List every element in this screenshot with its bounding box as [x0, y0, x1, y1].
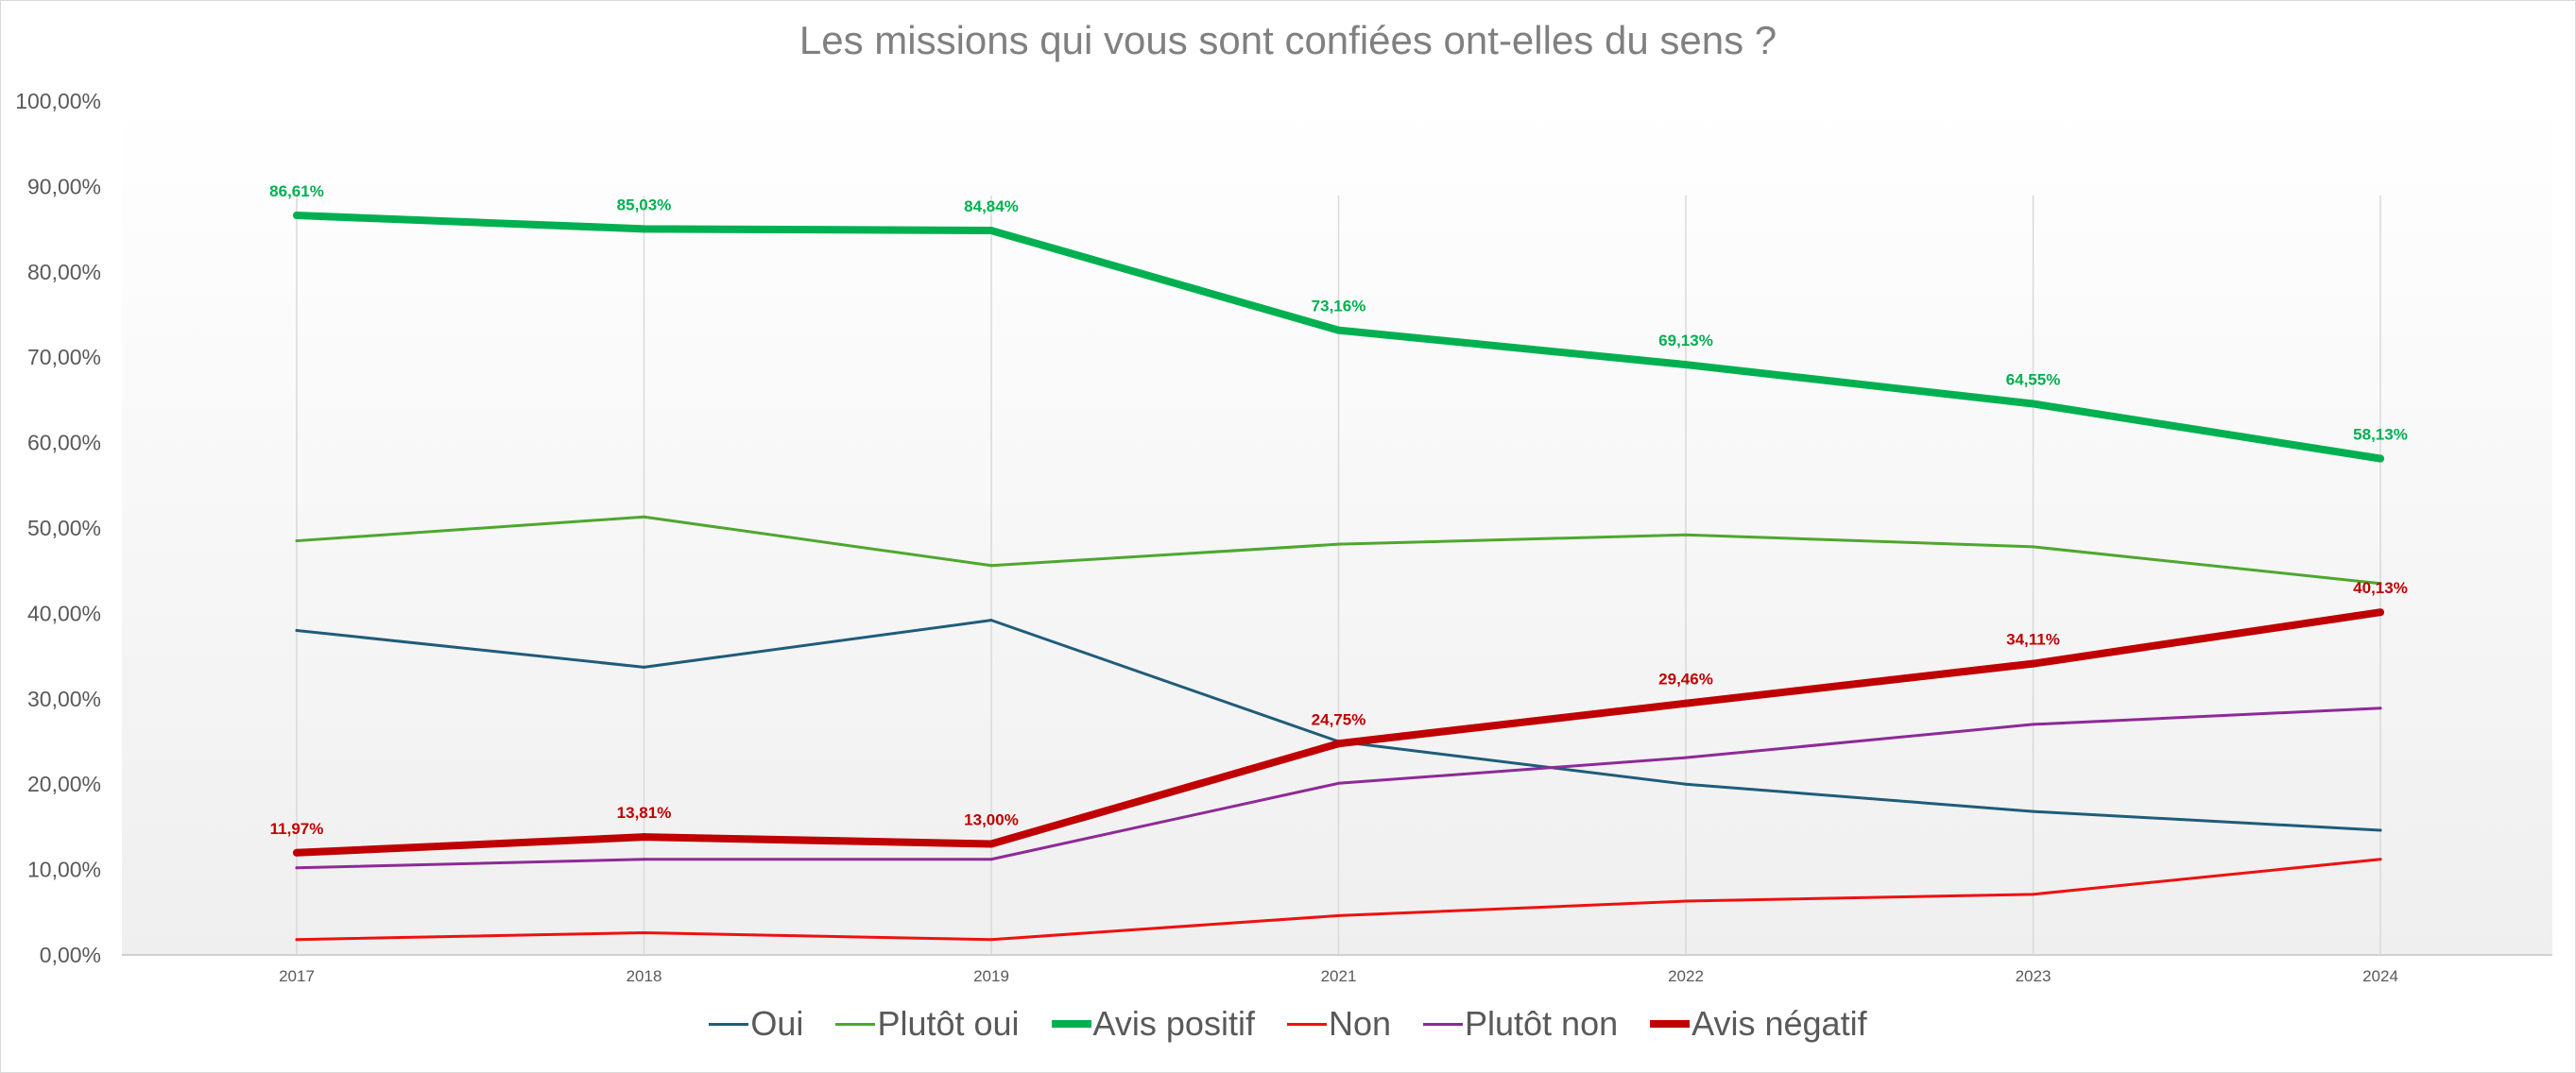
data-point	[640, 225, 648, 233]
data-point	[1684, 756, 1688, 759]
data-point	[987, 227, 995, 235]
y-tick-label: 90,00%	[27, 174, 101, 198]
data-point	[1337, 781, 1340, 785]
data-label: 13,81%	[617, 804, 672, 822]
data-point	[640, 833, 648, 842]
y-tick-label: 80,00%	[27, 260, 101, 284]
data-point	[1337, 542, 1340, 546]
legend-label: Avis négatif	[1692, 1004, 1867, 1043]
data-label: 58,13%	[2353, 426, 2408, 444]
plot-area	[122, 101, 2552, 955]
legend-item: Avis positif	[1051, 1004, 1255, 1044]
data-point	[1684, 782, 1688, 786]
data-point	[989, 564, 993, 568]
data-label: 24,75%	[1312, 710, 1366, 728]
y-tick-label: 40,00%	[27, 601, 101, 625]
x-tick-label: 2018	[627, 967, 662, 985]
data-label: 69,13%	[1658, 332, 1713, 349]
data-point	[643, 665, 645, 669]
legend-label: Avis positif	[1092, 1004, 1255, 1043]
legend-swatch	[1286, 1022, 1327, 1026]
data-point	[1334, 326, 1343, 334]
data-point	[2379, 707, 2382, 710]
data-label: 29,46%	[1658, 671, 1713, 689]
data-point	[1682, 361, 1690, 369]
data-point	[643, 858, 645, 861]
data-point	[989, 938, 993, 942]
data-label: 84,84%	[964, 197, 1019, 215]
data-label: 73,16%	[1312, 298, 1366, 315]
x-tick-label: 2022	[1668, 967, 1704, 985]
data-point	[2029, 659, 2037, 668]
data-point	[2029, 400, 2037, 408]
data-point	[2377, 454, 2384, 463]
legend-item: Non	[1286, 1004, 1391, 1044]
x-tick-label: 2024	[2362, 967, 2398, 985]
data-point	[293, 848, 301, 857]
data-point	[1337, 913, 1340, 917]
data-point	[1682, 699, 1690, 707]
data-point	[1684, 899, 1688, 903]
data-point	[2379, 828, 2382, 832]
data-point	[2379, 858, 2382, 861]
legend-swatch	[835, 1022, 876, 1026]
y-tick-label: 10,00%	[27, 858, 101, 882]
y-tick-label: 20,00%	[27, 772, 101, 796]
legend: Oui Plutôt oui Avis positif Non Plutôt non Av…	[1, 1004, 2575, 1044]
y-tick-label: 30,00%	[27, 687, 101, 711]
data-point	[2032, 809, 2035, 813]
data-point	[293, 212, 301, 220]
x-tick-label: 2021	[1321, 967, 1357, 985]
legend-swatch	[1051, 1020, 1091, 1028]
legend-item: Oui	[709, 1004, 803, 1044]
data-point	[2032, 545, 2035, 549]
legend-label: Non	[1328, 1004, 1391, 1043]
data-label: 34,11%	[2006, 631, 2060, 649]
data-label: 64,55%	[2006, 370, 2061, 388]
data-point	[295, 539, 299, 543]
chart-title: Les missions qui vous sont confiées ont-…	[799, 18, 1777, 62]
data-label: 11,97%	[270, 820, 324, 838]
data-label: 86,61%	[269, 182, 324, 200]
y-tick-label: 0,00%	[40, 943, 101, 967]
y-tick-label: 60,00%	[27, 431, 101, 455]
legend-label: Plutôt oui	[877, 1004, 1020, 1043]
legend-label: Plutôt non	[1465, 1004, 1619, 1043]
x-tick-label: 2019	[973, 967, 1009, 985]
data-point	[1684, 533, 1688, 536]
data-point	[295, 628, 299, 632]
legend-item: Plutôt non	[1423, 1004, 1618, 1044]
data-point	[2032, 723, 2035, 726]
legend-item: Avis négatif	[1650, 1004, 1867, 1044]
data-point	[2379, 582, 2382, 586]
data-point	[643, 515, 645, 519]
data-point	[2032, 893, 2035, 896]
legend-swatch	[1423, 1022, 1463, 1026]
data-label: 13,00%	[964, 810, 1019, 828]
data-label: 40,13%	[2353, 579, 2408, 597]
data-point	[1334, 740, 1343, 748]
data-point	[989, 619, 993, 622]
legend-label: Oui	[750, 1004, 804, 1043]
data-point	[295, 866, 299, 870]
data-label: 85,03%	[617, 196, 672, 213]
data-point	[2377, 608, 2384, 617]
data-point	[295, 938, 299, 942]
y-tick-label: 50,00%	[27, 516, 101, 540]
data-point	[643, 930, 645, 934]
x-tick-label: 2017	[279, 967, 315, 985]
y-tick-label: 70,00%	[27, 345, 101, 369]
data-point	[989, 858, 993, 861]
x-tick-label: 2023	[2016, 967, 2052, 985]
y-tick-label: 100,00%	[15, 89, 101, 113]
legend-swatch	[1650, 1020, 1691, 1028]
data-point	[987, 840, 995, 848]
legend-item: Plutôt oui	[835, 1004, 1020, 1044]
legend-swatch	[709, 1022, 749, 1026]
